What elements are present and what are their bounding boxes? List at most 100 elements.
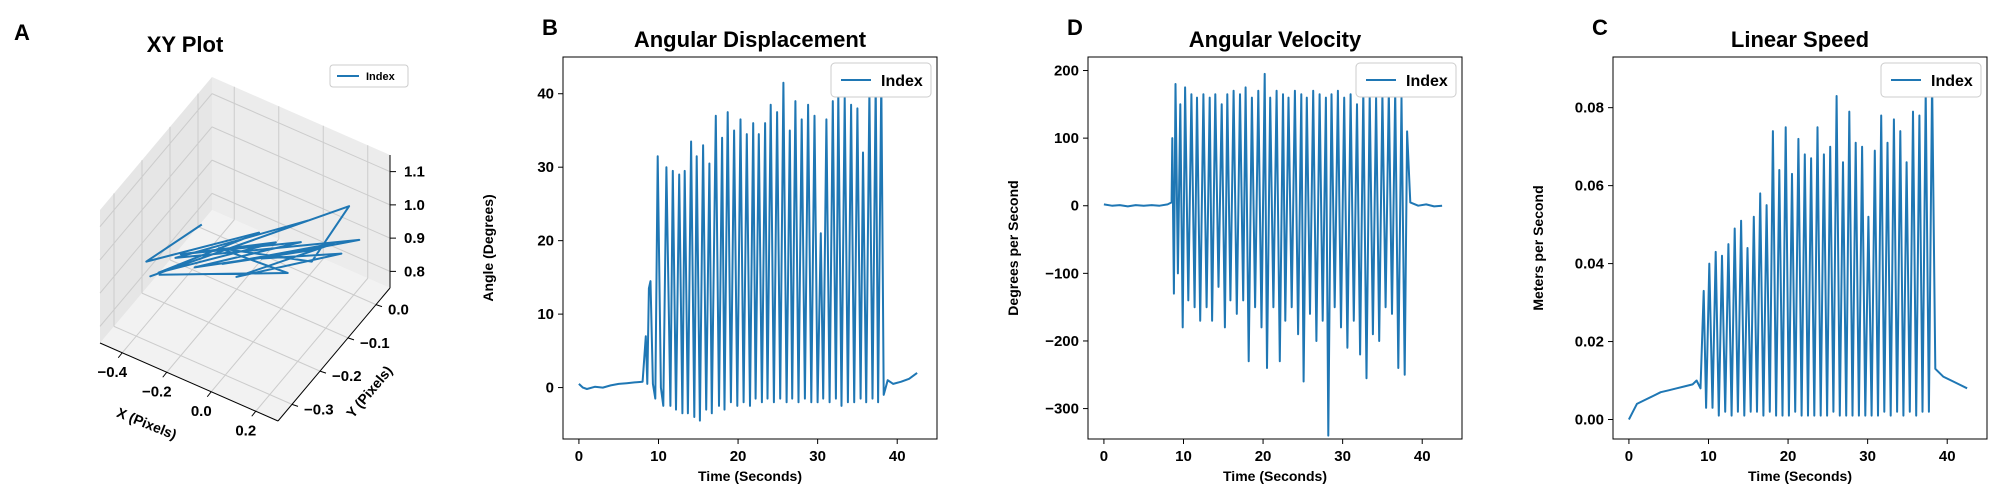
y-tick-label: 0.06 (1575, 178, 1604, 195)
floor-grid-line (166, 238, 280, 373)
x-tick-label: 30 (1334, 448, 1351, 465)
x-tick-label: 20 (1780, 448, 1797, 465)
y-tick-label: 0.02 (1575, 334, 1604, 351)
y-tick-label: −300 (1045, 401, 1079, 418)
x-tick-label: 20 (1255, 448, 1272, 465)
x-tick-label: 20 (730, 448, 747, 465)
y-tick-label: −200 (1045, 333, 1079, 350)
x-tick-label: 30 (1859, 448, 1876, 465)
y-tick-label: 20 (537, 233, 554, 250)
x-tick-label: −0.4 (97, 364, 127, 381)
angular-velocity-panel: 0 10 20 30 40 −300 −200 −100 0 100 200 Angular Velo… (1005, 27, 1463, 484)
angular-velocity-legend-box (1355, 62, 1457, 98)
side-grid-line (99, 93, 213, 227)
floor-pane (100, 210, 390, 421)
x-axis-label: Time (Seconds) (698, 468, 802, 484)
angular-displacement-legend-box (830, 62, 932, 98)
angular-velocity-legend-label: Index (1406, 73, 1448, 90)
y-tick-label: 0.00 (1575, 412, 1604, 429)
angular-displacement-panel: 0 10 20 30 40 0 10 20 30 40 Angular Displacement Ti… (480, 27, 938, 484)
angular-velocity-title: Angular Velocity (1189, 27, 1362, 52)
x-tick-label: −0.2 (142, 383, 172, 400)
y-tick-mark (291, 403, 299, 407)
y-tick-label: 10 (537, 306, 554, 323)
xy-trajectory-line (145, 205, 361, 278)
back-wall-pane (212, 77, 390, 288)
z-tick-label: 1.1 (404, 164, 425, 181)
y-tick-label: −0.1 (360, 335, 390, 352)
angular-displacement-legend-label: Index (881, 73, 923, 90)
z-tick-label: 1.0 (404, 197, 425, 214)
y-tick-mark (347, 337, 355, 341)
linear-speed-legend-label: Index (1931, 73, 1973, 90)
x-tick-label: 10 (1700, 448, 1717, 465)
y-tick-mark (375, 304, 383, 308)
y-tick-label: 0.04 (1575, 256, 1605, 273)
z-tick-label: 0.9 (404, 230, 425, 247)
floor-grid-line (255, 277, 369, 412)
y-axis-label: Degrees per Second (1005, 180, 1021, 315)
y-axis-label: Meters per Second (1530, 185, 1546, 310)
x-tick-label: 40 (1939, 448, 1956, 465)
floor-grid-line (141, 292, 321, 372)
floor-grid-line (169, 259, 349, 339)
floor-grid-line (121, 219, 235, 354)
panel-letter-a: A (14, 20, 30, 45)
y-tick-label: 40 (537, 86, 554, 103)
angular-displacement-title: Angular Displacement (634, 27, 867, 52)
x-tick-mark (251, 410, 257, 417)
x-tick-mark (162, 371, 168, 378)
y-tick-label: 100 (1054, 130, 1079, 147)
x-axis-label: Time (Seconds) (1223, 468, 1327, 484)
y-tick-mark (319, 370, 327, 374)
y-tick-label: −0.3 (304, 401, 334, 418)
x-tick-label: 10 (650, 448, 667, 465)
left-wall-pane (100, 77, 212, 343)
linear-speed-legend-box (1880, 62, 1982, 98)
x-tick-label: 40 (1414, 448, 1431, 465)
floor-grid-line (210, 258, 324, 393)
back-grid-line (211, 192, 391, 272)
panel-letter-c: C (1592, 15, 1608, 40)
z-tick-label: 0.8 (404, 263, 425, 280)
side-grid-line (99, 126, 213, 261)
y-axis-line (277, 287, 391, 422)
x-tick-mark (206, 391, 212, 398)
y-tick-label: 0.0 (388, 302, 409, 319)
y-tick-label: 30 (537, 159, 554, 176)
xy-legend-label: Index (366, 71, 396, 83)
panel-letter-d: D (1067, 15, 1083, 40)
side-grid-line (99, 159, 213, 294)
angular-displacement-axes-frame (562, 56, 938, 440)
linear-speed-title: Linear Speed (1731, 27, 1869, 52)
linear-speed-axes-frame (1612, 56, 1988, 440)
xy-plot-title: XY Plot (147, 32, 224, 57)
x-axis-label: Time (Seconds) (1748, 468, 1852, 484)
back-grid-line (211, 93, 391, 173)
x-tick-label: 40 (889, 448, 906, 465)
x-tick-label: 0 (1625, 448, 1633, 465)
panel-letter-b: B (542, 15, 558, 40)
y-tick-label: −0.2 (332, 368, 362, 385)
y-tick-label: 0 (1071, 198, 1079, 215)
floor-grid-line (113, 325, 293, 405)
x-tick-label: 0 (1100, 448, 1108, 465)
xy-legend-box (329, 64, 409, 88)
y-tick-label: 0.08 (1575, 100, 1604, 117)
x-tick-label: 0.0 (191, 403, 212, 420)
x-axis-line (99, 342, 279, 422)
xy-plot-panel: −0.4 −0.2 0.0 0.2 0.0 −0.1 −0.2 −0.3 0.8 0.9 1.0 1.… (97, 32, 424, 443)
y-tick-label: 200 (1054, 63, 1079, 80)
y-tick-label: −100 (1045, 265, 1079, 282)
x-tick-label: 0 (575, 448, 583, 465)
y-axis-label: Angle (Degrees) (480, 194, 496, 301)
x-tick-label: 10 (1175, 448, 1192, 465)
y-tick-label: 0 (546, 380, 554, 397)
linear-speed-panel: 0 10 20 30 40 0.00 0.02 0.04 0.06 0.08 Linear Spee… (1530, 27, 1988, 484)
x-tick-label: 30 (809, 448, 826, 465)
back-grid-line (211, 159, 391, 239)
x-tick-label: 0.2 (235, 422, 256, 439)
angular-velocity-axes-frame (1087, 56, 1463, 440)
x-tick-mark (117, 352, 123, 359)
